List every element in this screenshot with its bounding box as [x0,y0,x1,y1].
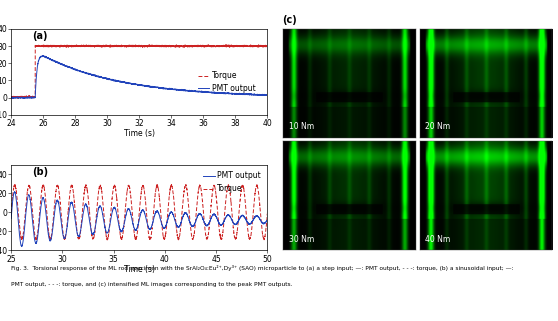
Text: 40 Nm: 40 Nm [425,235,450,244]
X-axis label: Time (s): Time (s) [124,129,155,138]
Text: 30 Nm: 30 Nm [288,235,314,244]
Text: 20 Nm: 20 Nm [425,122,450,132]
Text: (c): (c) [282,14,297,24]
Text: 10 Nm: 10 Nm [288,122,314,132]
Text: (a): (a) [32,31,47,41]
Text: Fig. 3.  Torsional response of the ML rod specimen with the SrAl₂O₄:Eu²⁺,Dy³⁺ (S: Fig. 3. Torsional response of the ML rod… [11,265,514,271]
Legend: Torque, PMT output: Torque, PMT output [195,68,258,96]
Legend: PMT output, Torque: PMT output, Torque [200,168,264,196]
Text: (b): (b) [32,167,48,177]
X-axis label: Time (s): Time (s) [124,265,155,274]
Text: PMT output, - - -: torque, and (c) intensified ML images corresponding to the pe: PMT output, - - -: torque, and (c) inten… [11,282,292,288]
